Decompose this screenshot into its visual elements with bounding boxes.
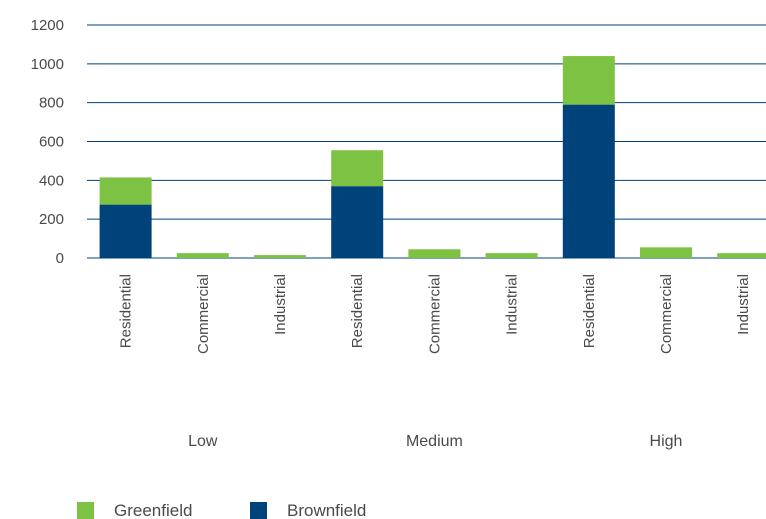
y-tick-label: 0 [56,250,64,267]
legend-label: Greenfield [114,501,192,519]
group-label: Medium [406,433,463,450]
category-label: Residential [349,274,366,348]
y-tick-label: 600 [39,134,64,151]
bar-greenfield [640,247,692,258]
bar-brownfield [99,204,152,258]
category-labels: Residential Commercial Industrial Residenti… [118,274,753,354]
category-label: Residential [581,274,598,348]
legend-label: Brownfield [287,501,366,519]
bar-brownfield [331,186,384,258]
y-tick-label: 200 [39,211,64,228]
y-axis-ticks: 0 200 400 600 800 1000 1200 [31,17,64,267]
bar-greenfield [562,56,615,105]
y-tick-label: 1000 [31,56,64,73]
bar-greenfield [485,253,538,258]
group-label: Low [188,433,218,450]
bar-greenfield [99,177,152,205]
legend-swatch [250,502,267,519]
bar-greenfield [717,253,766,258]
bar-greenfield [408,249,461,258]
group-labels: Low Medium High [188,433,682,450]
category-label: Industrial [504,274,521,335]
category-label: Residential [118,274,135,348]
category-label: Commercial [195,274,212,354]
y-tick-label: 400 [39,172,64,189]
bar-greenfield [176,253,229,258]
category-label: Industrial [735,274,752,335]
category-label: Commercial [426,274,443,354]
bar-greenfield [331,150,384,187]
bar-brownfield [562,104,615,258]
category-label: Industrial [272,274,289,335]
bars [99,56,766,258]
group-label: High [650,433,683,450]
gridlines [87,24,766,259]
legend-swatch [77,502,94,519]
category-label: Commercial [658,274,675,354]
y-tick-label: 1200 [31,17,64,34]
legend: Greenfield Brownfield [77,501,366,519]
bar-greenfield [254,255,306,258]
y-tick-label: 800 [39,95,64,112]
